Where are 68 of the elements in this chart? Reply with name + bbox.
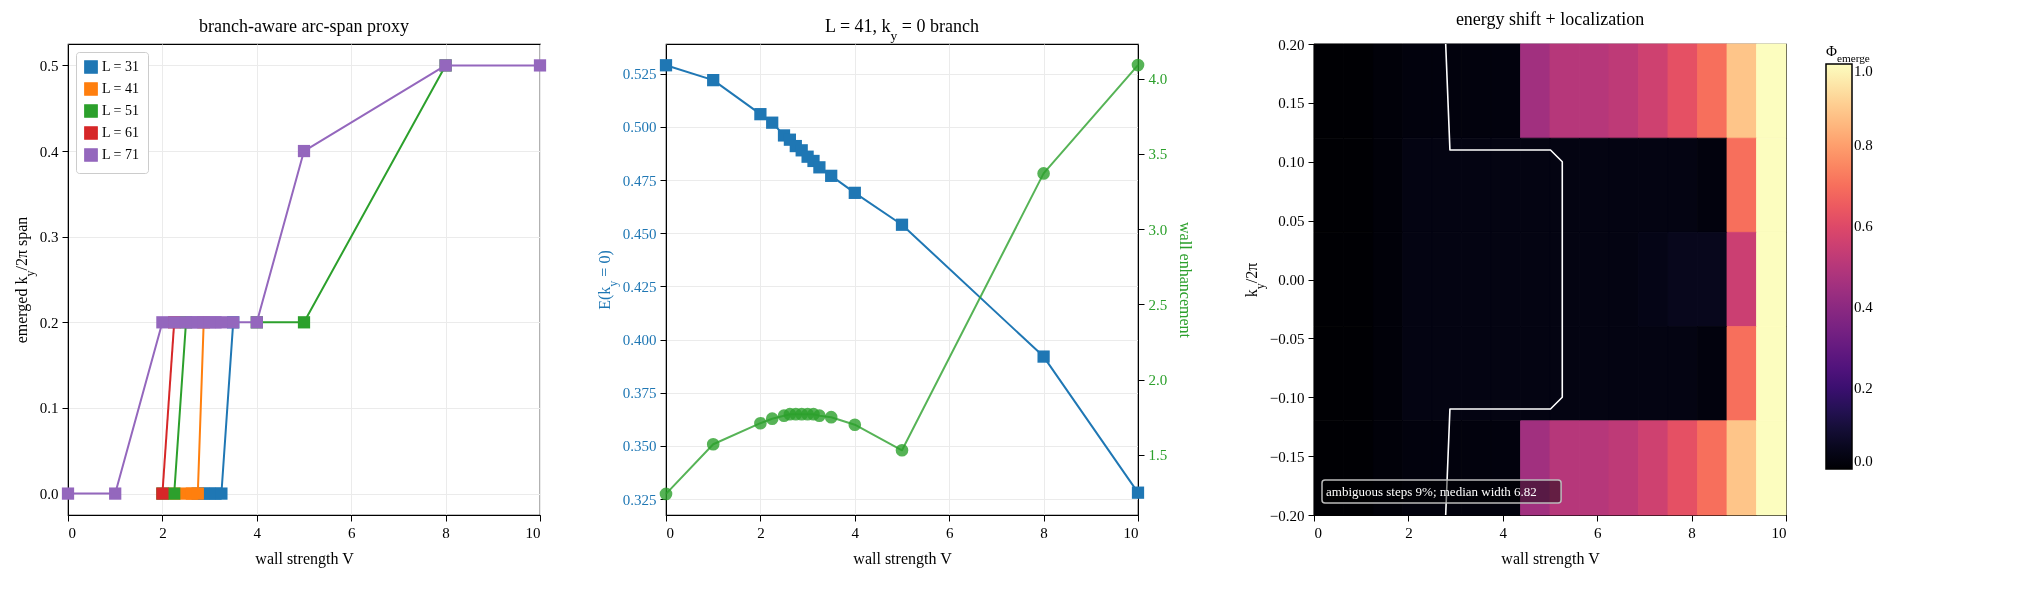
color-bar-label: 0.8 (1854, 137, 1873, 153)
color-bar-label: 0.4 (1854, 299, 1874, 315)
x-tick-label: 2 (159, 524, 167, 541)
legend-label: L = 41 (102, 81, 139, 96)
x-tick-label: 6 (347, 524, 356, 541)
color-bar-label: 0.6 (1854, 218, 1874, 234)
y-tick-label: −0.10 (1269, 389, 1305, 406)
y2-axis-title: wall enhancement (1177, 222, 1195, 339)
x-tick-label: 4 (253, 524, 262, 541)
y-tick-label: 0.400 (622, 332, 657, 349)
x-axis-title: wall strength V (1501, 549, 1601, 568)
x-tick-label: 8 (1688, 524, 1696, 541)
y-tick-label: 0.4 (39, 143, 59, 160)
chart-title: energy shift + localization (1455, 9, 1645, 29)
y2-tick-label: 2.0 (1148, 372, 1168, 389)
x-tick-label: 0 (1314, 524, 1322, 541)
y2-tick-label: 2.5 (1148, 296, 1168, 313)
y-tick-label: 0.1 (39, 400, 59, 417)
y-tick-label: 0.325 (622, 491, 657, 508)
x-tick-label: 0 (666, 524, 674, 541)
y-tick-label: 0.525 (622, 66, 657, 83)
y-tick-label: 0.2 (39, 314, 59, 331)
legend-label: L = 51 (102, 103, 139, 118)
y-tick-label: −0.05 (1269, 330, 1305, 347)
color-bar-label: 0.2 (1854, 380, 1873, 396)
y-tick-label: 0.05 (1278, 213, 1305, 230)
x-tick-label: 2 (757, 524, 765, 541)
y-tick-label: 0.00 (1278, 272, 1305, 288)
y2-tick-label: 3.5 (1148, 146, 1168, 163)
x-axis-title: wall strength V (853, 549, 953, 568)
x-tick-label: 10 (1771, 524, 1787, 541)
x-tick-label: 4 (1499, 524, 1508, 541)
x-tick-label: 6 (945, 524, 954, 541)
y-tick-label: 0.20 (1278, 36, 1305, 53)
color-bar-title: Φ$_{emerge}$ (1826, 43, 1870, 64)
x-tick-label: 0 (68, 524, 76, 541)
x-axis-title: wall strength V (255, 549, 355, 568)
y-tick-label: 0.475 (622, 172, 657, 189)
chart-title: branch-aware arc-span proxy (199, 16, 409, 36)
y-tick-label: −0.15 (1269, 448, 1305, 465)
y-tick-label: 0.425 (622, 278, 657, 295)
color-bar-label: 0.0 (1854, 453, 1873, 469)
legend-label: L = 71 (102, 147, 139, 162)
x-tick-label: 10 (525, 524, 541, 541)
annotation: ambiguous steps 9%; median width 6.82 (1326, 484, 1537, 499)
x-tick-label: 6 (1593, 524, 1602, 541)
y-tick-label: 0.3 (39, 229, 59, 246)
chart-title: L = 41, k$_{y}$ = 0 branch (825, 16, 979, 43)
y-tick-label: 0.500 (622, 119, 657, 136)
y-tick-label: 0.450 (622, 225, 657, 242)
y2-tick-label: 4.0 (1148, 71, 1168, 88)
color-bar-label: 1.0 (1854, 63, 1873, 79)
x-tick-label: 10 (1123, 524, 1139, 541)
y-tick-label: 0.375 (622, 385, 657, 402)
y-tick-label: −0.20 (1269, 507, 1305, 524)
x-tick-label: 4 (851, 524, 860, 541)
y-tick-label: 0.5 (39, 57, 59, 74)
y-tick-label: 0.0 (39, 486, 59, 503)
legend-label: L = 31 (102, 59, 139, 74)
x-tick-label: 8 (1040, 524, 1048, 541)
y2-tick-label: 3.0 (1148, 221, 1168, 238)
y2-tick-label: 1.5 (1148, 447, 1168, 464)
x-tick-label: 8 (442, 524, 450, 541)
x-tick-label: 2 (1405, 524, 1413, 541)
legend-label: L = 61 (102, 125, 139, 140)
y-tick-label: 0.15 (1278, 95, 1305, 112)
y-tick-label: 0.10 (1278, 154, 1305, 171)
y-tick-label: 0.350 (622, 438, 657, 455)
